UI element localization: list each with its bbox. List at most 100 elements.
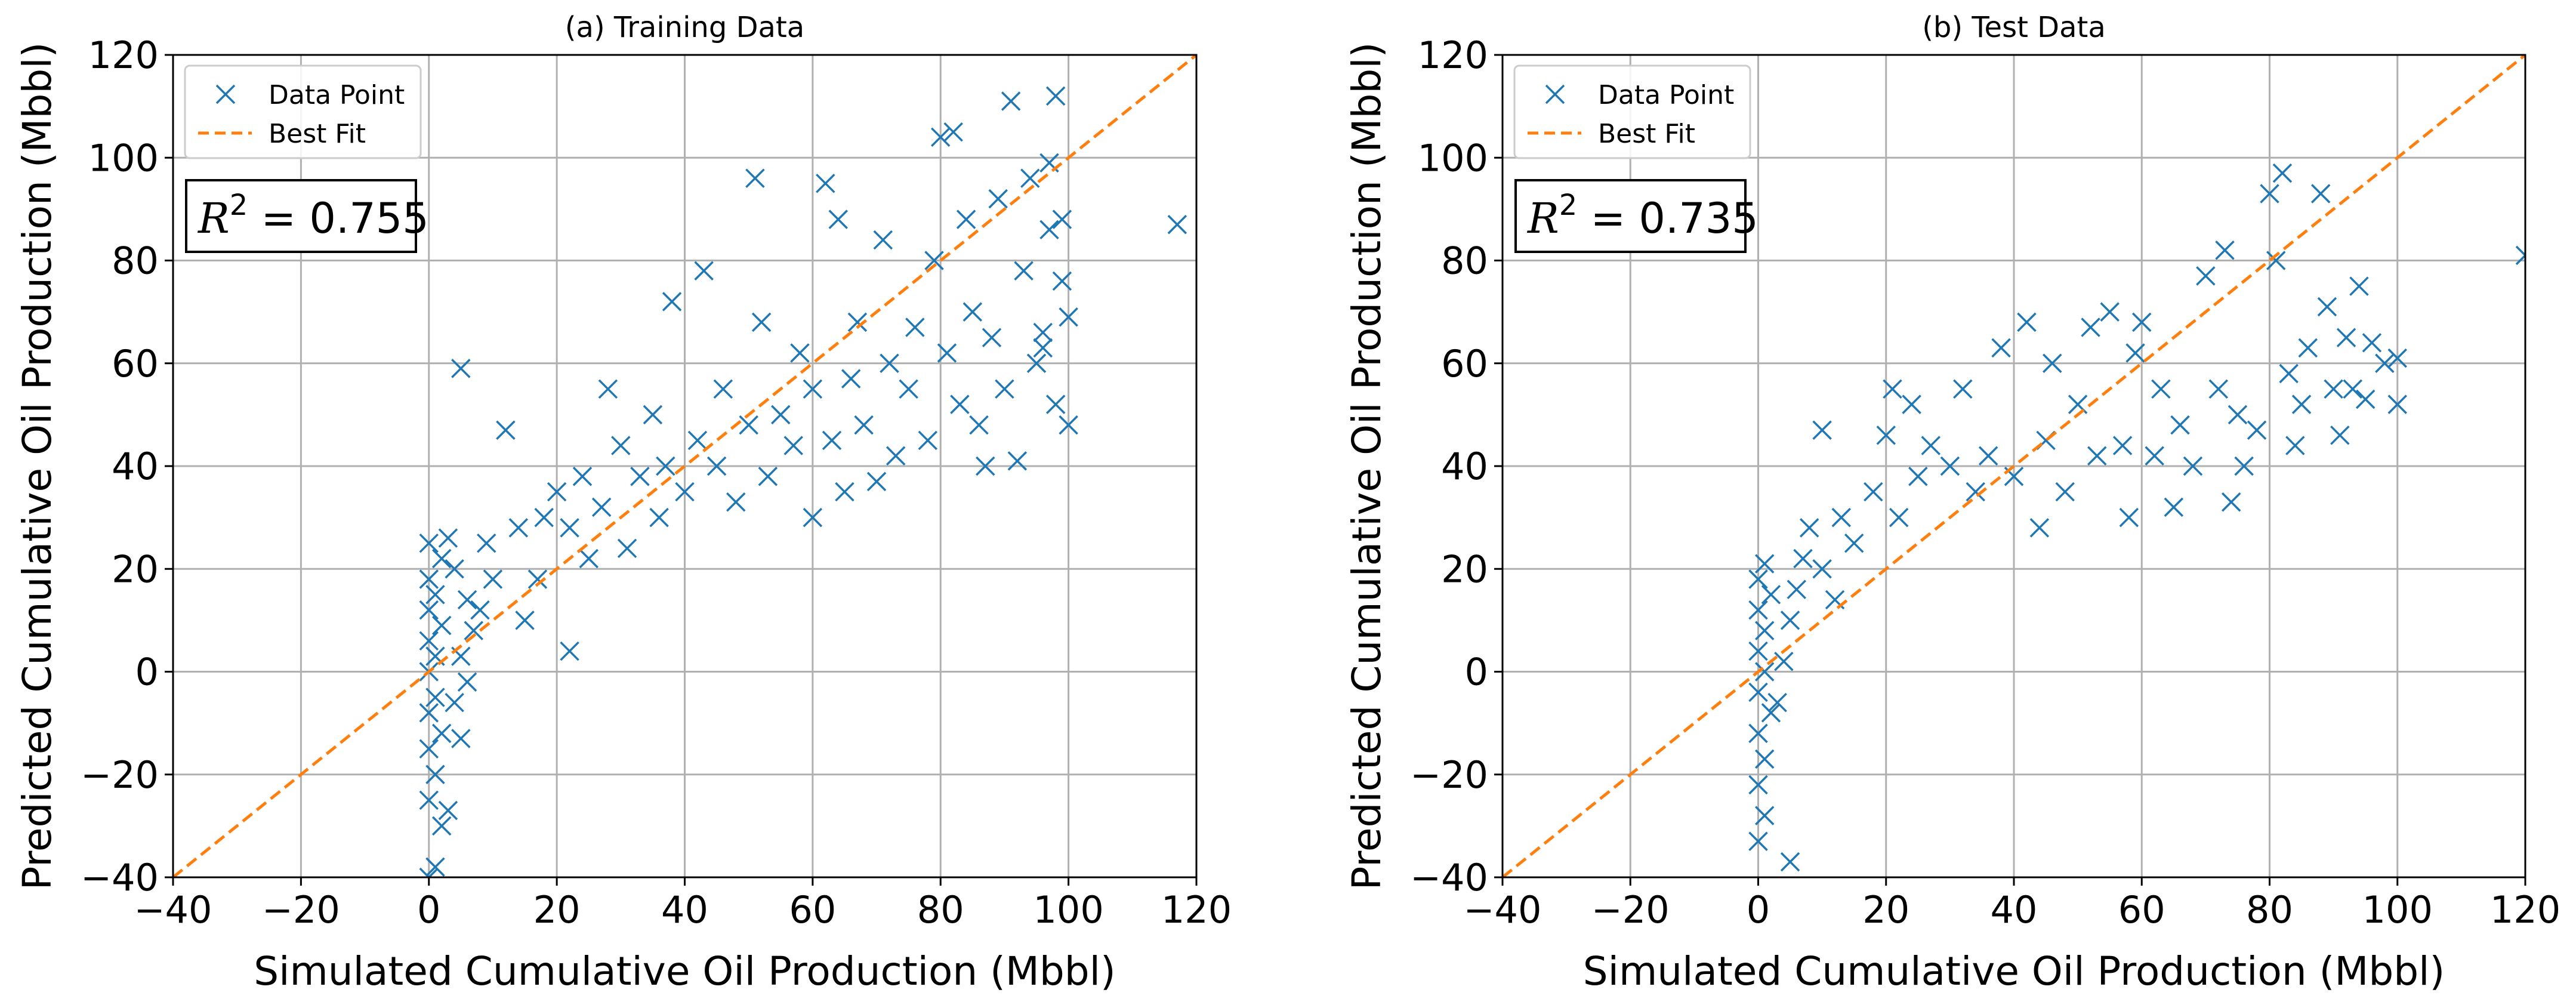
chart-0-title: (a) Training Data [565,11,804,44]
chart-0-data-point [431,615,452,636]
chart-0-data-point [662,292,682,312]
chart-0-ytick-label: 100 [88,136,159,180]
chart-0-data-point [476,533,496,553]
chart-1-data-point [1921,436,1941,455]
chart-1-xtick-label: 20 [1862,888,1909,932]
chart-1-ytick-label: −20 [1410,753,1488,797]
chart-1-data-point [2247,420,2267,440]
chart-0-data-point [1007,451,1028,471]
chart-1-data-point [2151,379,2171,399]
chart-0-r2-symbol: R [197,194,230,243]
chart-1-xtick-label: 0 [1747,888,1770,932]
chart-0-data-point [431,816,452,836]
chart-1-data-point [2355,389,2376,409]
chart-1-data-point [1799,518,1819,538]
chart-1-plot-frame [1501,54,2526,878]
chart-0-data-point [726,492,746,512]
chart-0-ytick-label: 40 [112,445,159,488]
chart-0-data-point [451,359,471,378]
chart-0-data-point [425,688,445,707]
chart-1-legend-label-datapoint: Data Point [1598,80,1734,110]
chart-0-r2-annotation: R2 = 0.755 [197,189,429,243]
chart-1-xtick-label: 60 [2118,888,2165,932]
chart-0-data-point [995,379,1014,399]
chart-0-data-point [656,456,675,476]
chart-0-data-point [918,430,938,451]
chart-1-data-point [2100,302,2120,322]
chart-0-data-point [649,507,669,528]
chart-1-xlabel: Simulated Cumulative Oil Production (Mbb… [1583,948,2445,994]
chart-1-data-point [2087,446,2107,466]
chart-1-r2-box [1514,179,1747,253]
chart-0-data-point [783,436,803,455]
chart-0-data-point [1045,394,1066,414]
chart-1-data-point [1754,554,1775,574]
chart-1-data-point [2387,348,2407,368]
chart-1-title: (b) Test Data [1922,11,2106,44]
chart-0-data-point [419,533,439,553]
chart-1-xtick-label: −20 [1591,888,1670,932]
chart-1-data-point [1844,533,1864,553]
chart-0-data-point [419,867,439,877]
chart-1-data-point [2029,518,2050,538]
chart-0-legend-box [184,64,422,159]
chart-1-data-point [1748,682,1768,702]
chart-1-data-point [2387,394,2407,414]
chart-1-data-point [2266,251,2286,270]
chart-1-data-point [1754,749,1775,769]
chart-0-data-point [675,482,695,502]
chart-0-data-point [956,209,976,229]
chart-1-data-point [2215,241,2235,260]
chart-1-data-point [1876,426,1896,445]
chart-0-data-point [847,312,868,332]
chart-1-data-point [1754,806,1775,825]
chart-0-data-point [803,507,823,528]
chart-1-data-point [2234,456,2254,476]
chart-0-data-point [1167,214,1187,235]
chart-1-data-point [1761,585,1781,605]
chart-0-data-point [451,729,471,748]
chart-1-ytick-label: 0 [1465,651,1488,694]
chart-0-ytick-label: 80 [112,239,159,283]
chart-1-data-point [2336,328,2356,347]
chart-0-ytick-label: 60 [112,342,159,386]
chart-0-xtick-label: 0 [417,888,440,932]
chart-1-data-point [2043,353,2062,373]
chart-0-data-point [982,328,1002,347]
chart-0-data-point [822,430,842,451]
chart-0-data-point [905,317,925,337]
chart-1-data-point [1940,456,1960,476]
chart-1-data-point [2317,297,2337,317]
chart-0-data-point [1020,168,1040,188]
chart-1-data-point [2119,507,2139,528]
chart-0-legend-marker-x [215,84,236,104]
chart-0-data-point [617,538,637,559]
chart-1-data-point [2145,446,2164,466]
chart-0-ytick-label: −20 [81,753,159,797]
chart-1-data-point [1748,600,1768,620]
chart-0-data-point [969,415,989,435]
chart-0-points [419,86,1187,877]
chart-0-data-point [1059,307,1078,327]
chart-1-data-point [1780,852,1800,872]
chart-0-data-point [687,430,708,451]
chart-1-data-point [1978,446,1998,466]
chart-1-r2-superscript: 2 [1559,189,1578,222]
chart-0-data-point [931,127,951,147]
chart-1-data-point [2279,363,2299,384]
chart-0-data-point [707,456,727,476]
chart-1-ytick-label: 120 [1418,33,1488,77]
chart-1-data-point [1754,621,1775,640]
chart-1-xtick-label: 100 [2362,888,2433,932]
chart-1-data-point [1748,723,1768,744]
chart-1-data-point [1787,579,1807,599]
chart-1-data-point [1761,703,1781,723]
chart-0-r2-value: = 0.755 [248,194,429,243]
chart-1-data-point [2170,415,2190,435]
chart-0-data-point [419,790,439,810]
chart-1-data-point [2017,312,2037,332]
chart-1-ytick-label: 80 [1441,239,1488,283]
chart-0-data-point [751,312,772,332]
chart-0-data-point [419,703,439,723]
